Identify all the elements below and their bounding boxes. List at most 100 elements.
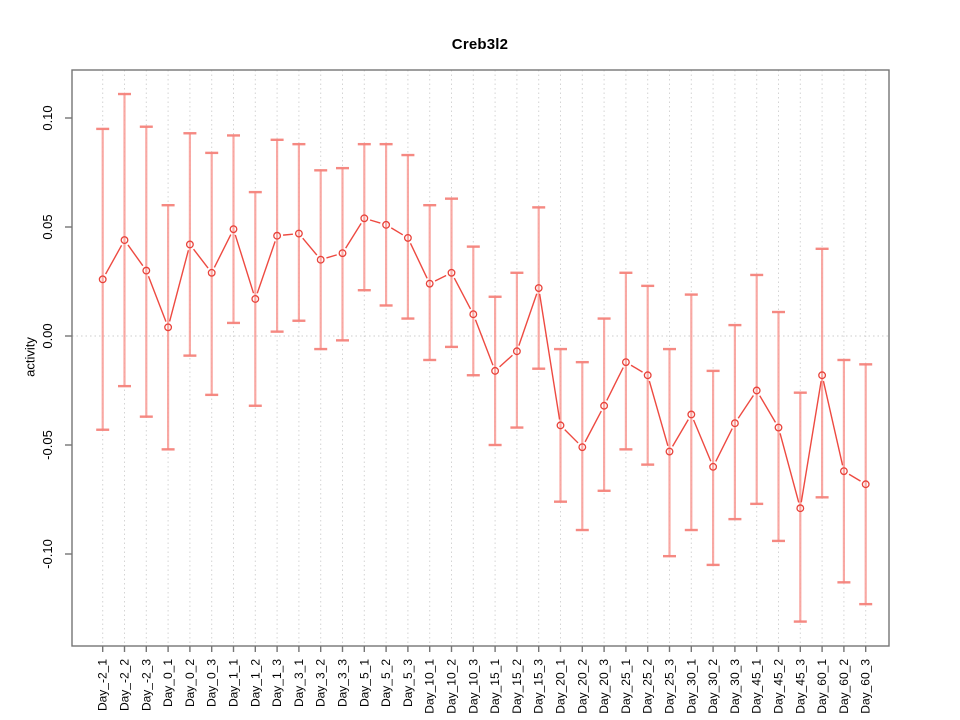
- x-tick-label: Day_5_3: [401, 659, 415, 707]
- data-point-marker: [578, 443, 587, 452]
- series-line-segment: [302, 237, 318, 256]
- x-tick-label: Day_25_3: [663, 659, 677, 714]
- y-tick-label: -0.05: [40, 430, 55, 460]
- x-tick-label: Day_20_2: [575, 659, 589, 714]
- data-point-marker: [338, 249, 347, 258]
- series-line-segment: [848, 473, 861, 482]
- data-point-marker: [534, 284, 543, 292]
- series-line-segment: [715, 428, 733, 462]
- series-line-segment: [369, 219, 381, 224]
- data-point-marker: [273, 231, 282, 240]
- x-tick-label: Day_5_2: [379, 659, 393, 707]
- data-point-marker: [774, 423, 783, 432]
- plot-frame: [71, 69, 890, 647]
- data-point-marker: [142, 266, 151, 275]
- data-point-marker: [207, 268, 216, 277]
- data-point-marker: [229, 225, 238, 234]
- series-line-segment: [434, 274, 447, 282]
- series-line-segment: [474, 319, 494, 366]
- x-tick-label: Day_20_3: [597, 659, 611, 714]
- data-point-marker: [512, 347, 521, 356]
- x-tick-label: Day_3_3: [336, 659, 350, 707]
- data-point-marker: [185, 240, 194, 249]
- series-line-segment: [127, 244, 144, 267]
- data-point-marker: [796, 504, 805, 513]
- series-line-segment: [256, 241, 276, 294]
- series-line-segment: [584, 410, 602, 443]
- series-line-segment: [737, 395, 754, 419]
- x-tick-label: Day_15_3: [532, 659, 546, 714]
- data-point-marker: [425, 279, 434, 288]
- data-point-marker: [730, 419, 739, 428]
- data-point-marker: [403, 233, 412, 242]
- data-point-marker: [120, 236, 129, 245]
- x-tick-label: Day_10_3: [466, 659, 480, 714]
- x-tick-label: Day_45_1: [750, 659, 764, 714]
- data-point-marker: [491, 366, 500, 375]
- data-point-marker: [818, 371, 827, 380]
- series-line-segment: [453, 277, 472, 310]
- series-line-segment: [283, 233, 293, 236]
- y-tick-label: 0.10: [40, 105, 55, 130]
- data-point-marker: [382, 220, 391, 229]
- data-point-marker: [294, 229, 303, 238]
- data-point-marker: [861, 480, 870, 489]
- series-line-segment: [390, 227, 404, 236]
- x-tick-label: Day_60_1: [815, 659, 829, 714]
- series-line-segment: [538, 293, 561, 420]
- data-point-marker: [687, 410, 696, 419]
- x-tick-label: Day_10_2: [445, 659, 459, 714]
- series-line-segment: [759, 395, 777, 423]
- series-line-segment: [326, 254, 337, 259]
- data-point-marker: [839, 467, 848, 476]
- series-line-segment: [648, 380, 669, 446]
- x-tick-label: Day_-2_2: [118, 659, 132, 711]
- series-line-segment: [518, 293, 538, 346]
- x-tick-label: Day_15_2: [510, 659, 524, 714]
- chart-title: Creb3l2: [451, 36, 509, 53]
- x-tick-label: Day_1_2: [248, 659, 262, 707]
- x-tick-label: Day_60_3: [859, 659, 873, 714]
- x-tick-label: Day_0_2: [183, 659, 197, 707]
- data-point-marker: [709, 462, 718, 471]
- data-point-marker: [164, 323, 173, 332]
- x-tick-label: Day_25_1: [619, 659, 633, 714]
- data-point-marker: [251, 294, 260, 303]
- series-line-segment: [606, 367, 624, 401]
- x-tick-label: Day_15_1: [488, 659, 502, 714]
- series-line-segment: [671, 419, 689, 447]
- x-tick-label: Day_3_2: [314, 659, 328, 707]
- data-point-marker: [316, 255, 325, 264]
- data-point-marker: [752, 386, 761, 395]
- y-tick-label: -0.10: [40, 539, 55, 569]
- series-line-segment: [193, 248, 209, 269]
- data-point-marker: [643, 371, 652, 380]
- x-tick-label: Day_20_1: [554, 659, 568, 714]
- y-tick-label: 0.05: [40, 214, 55, 239]
- data-point-marker: [98, 275, 107, 284]
- x-tick-label: Day_0_3: [205, 659, 219, 707]
- data-point-marker: [360, 214, 369, 223]
- series-line-segment: [345, 222, 362, 249]
- data-point-marker: [469, 310, 478, 319]
- x-tick-label: Day_0_1: [161, 659, 175, 707]
- series-line-segment: [800, 381, 822, 503]
- series-line-segment: [499, 354, 513, 368]
- x-tick-label: Day_10_1: [423, 659, 437, 714]
- series-line-segment: [213, 234, 232, 268]
- x-tick-label: Day_-2_1: [96, 659, 110, 711]
- x-tick-label: Day_45_3: [793, 659, 807, 714]
- x-tick-label: Day_1_1: [227, 659, 241, 707]
- x-tick-label: Day_30_2: [706, 659, 720, 714]
- x-tick-label: Day_3_1: [292, 659, 306, 707]
- series-line-segment: [779, 433, 800, 503]
- series-line-segment: [630, 364, 643, 373]
- x-tick-label: Day_30_3: [728, 659, 742, 714]
- x-tick-label: Day_45_2: [772, 659, 786, 714]
- x-tick-label: Day_-2_3: [139, 659, 153, 711]
- series-line-segment: [564, 429, 579, 444]
- x-tick-label: Day_1_3: [270, 659, 284, 707]
- data-point-marker: [621, 358, 630, 367]
- y-tick-label: 0.00: [40, 323, 55, 348]
